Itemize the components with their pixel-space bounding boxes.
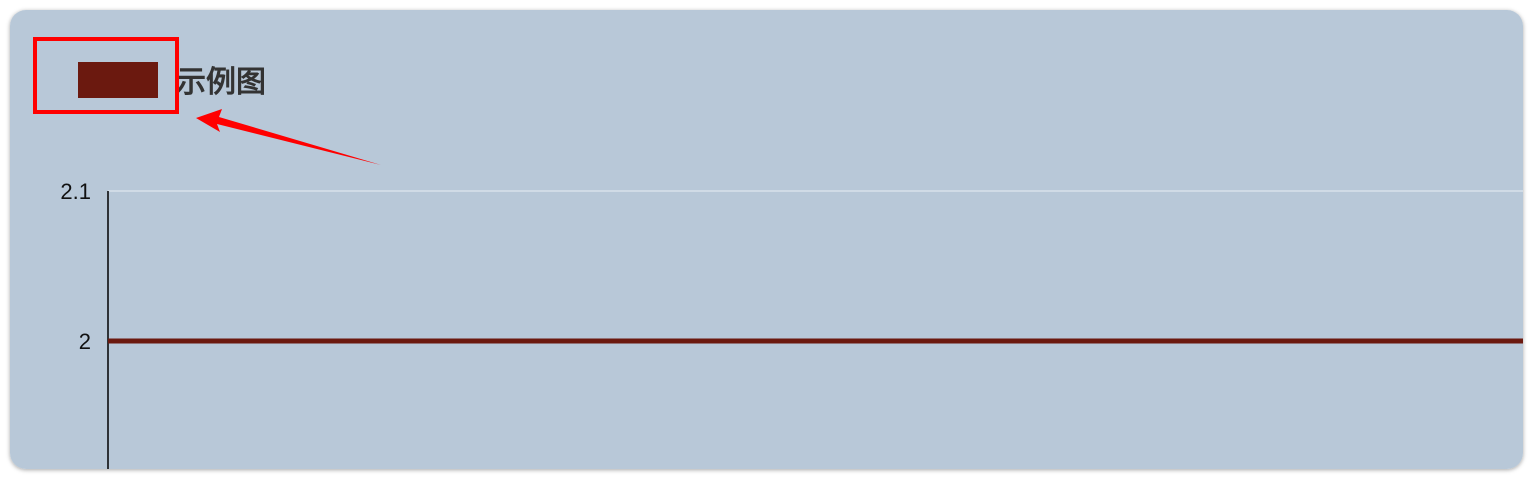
legend[interactable]: 示例图 [78, 62, 266, 99]
chart-card: 2.1 2 示例图 [10, 10, 1523, 469]
y-tick-labels: 2.12 [60, 179, 91, 354]
annotation-highlight-box [33, 37, 179, 114]
annotation-arrow-icon [196, 109, 381, 165]
y-tick-label: 2 [79, 329, 91, 354]
chart-background [10, 10, 1523, 469]
legend-swatch[interactable] [78, 62, 158, 98]
y-tick-label: 2.1 [60, 179, 91, 204]
annotation [33, 37, 381, 165]
legend-label[interactable]: 示例图 [176, 66, 266, 99]
chart-canvas: 2.12 示例图 [10, 10, 1523, 469]
